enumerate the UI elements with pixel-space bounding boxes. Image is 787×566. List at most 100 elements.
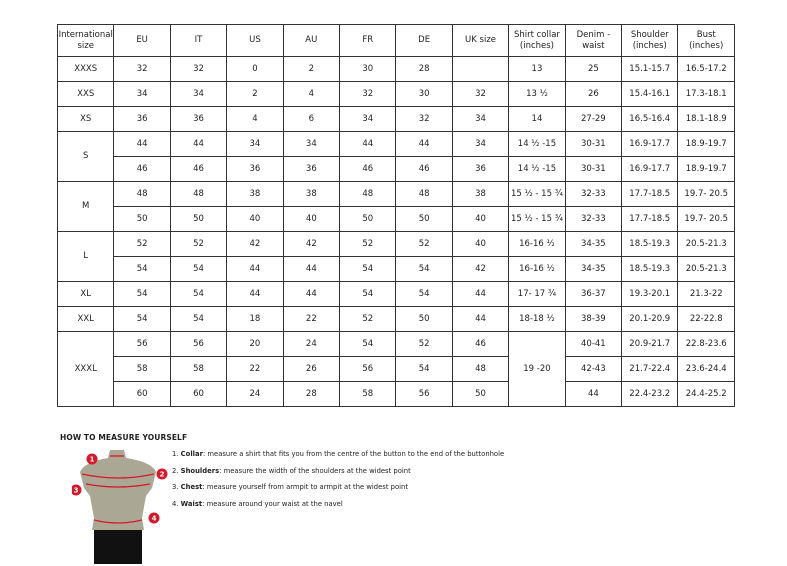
table-cell: 16-16 ½ (508, 231, 566, 257)
column-header: DE (395, 24, 453, 57)
table-cell: 15 ½ - 15 ¾ (508, 206, 566, 232)
instruction-item: 4. Waist: measure around your waist at t… (172, 500, 504, 517)
measurement-figure: 1 2 3 4 (72, 450, 168, 564)
table-cell: 44 (564, 381, 623, 407)
column-header: Denim - waist (564, 24, 623, 57)
table-row: 60 60 24 28 58 56 50 44 22.4-23.2 24.4-25.2 (58, 381, 735, 407)
table-cell: 32 (395, 106, 453, 132)
table-cell: 19.7- 20.5 (677, 206, 735, 232)
table-cell: 50 (113, 206, 171, 232)
item-text: : measure yourself from armpit to armpit… (202, 483, 408, 491)
table-cell: 13 ½ (508, 81, 566, 107)
table-cell: 18-18 ½ (508, 306, 566, 332)
table-cell: 16.5-16.4 (621, 106, 679, 132)
table-cell: 44 (282, 281, 341, 307)
table-cell: 52 (339, 306, 397, 332)
marker-label: 1 (90, 456, 95, 464)
table-cell: 44 (226, 281, 284, 307)
table-cell: 48 (339, 181, 397, 207)
table-cell: 40 (282, 206, 341, 232)
table-cell: 40-41 (564, 331, 623, 357)
table-cell: 54 (395, 281, 453, 307)
table-cell: 48 (451, 356, 510, 382)
table-cell: 34-35 (564, 256, 623, 282)
table-cell: 34 (169, 81, 228, 107)
table-cell: 16-16 ½ (508, 256, 566, 282)
table-cell: 22.4-23.2 (621, 381, 679, 407)
table-cell: 54 (169, 256, 228, 282)
collar-cell: 19 -20 (508, 331, 566, 407)
table-cell: 34 (451, 106, 510, 132)
table-row: XXL 54 54 18 22 52 50 44 18-18 ½ 38-39 20.1-20.9 22… (56, 306, 735, 332)
table-cell: 22 (226, 356, 284, 382)
table-cell: 54 (113, 281, 171, 307)
table-cell: 22-22.8 (677, 306, 735, 332)
table-cell: 18.5-19.3 (621, 256, 679, 282)
table-cell: 20.1-20.9 (621, 306, 679, 332)
measure-instructions: 1. Collar: measure a shirt that fits you… (172, 450, 504, 516)
table-cell: 17.3-18.1 (677, 81, 735, 107)
table-row: XXXS 32 32 0 2 30 28 13 25 15.1-15.7 16.5-17.2 (56, 56, 735, 82)
table-cell: 50 (395, 306, 453, 332)
table-cell: 14 ½ -15 (508, 156, 566, 182)
table-cell: 44 (282, 256, 341, 282)
table-cell: 52 (339, 231, 397, 257)
table-row: M 48 48 38 38 48 48 38 15 ½ - 15 ¾ 32-33 17.7-18.5… (56, 181, 735, 232)
table-cell: 54 (113, 256, 171, 282)
table-cell: 54 (169, 281, 228, 307)
table-cell: 44 (169, 131, 228, 157)
table-cell: 32-33 (564, 206, 623, 232)
size-cell: XXXS (56, 56, 115, 82)
table-cell: 50 (339, 206, 397, 232)
instruction-item: 1. Collar: measure a shirt that fits you… (172, 450, 504, 467)
table-cell: 18.1-18.9 (677, 106, 735, 132)
table-cell: 38 (451, 181, 510, 207)
table-cell: 30-31 (564, 156, 623, 182)
table-cell: 2 (282, 56, 341, 82)
table-cell: 46 (169, 156, 228, 182)
table-cell: 28 (282, 381, 341, 407)
table-cell: 32 (451, 81, 510, 107)
table-cell: 19.7- 20.5 (677, 181, 735, 207)
table-cell: 36 (282, 156, 341, 182)
marker-4 (148, 512, 160, 524)
table-cell: 15 ½ - 15 ¾ (508, 181, 566, 207)
item-term: Shoulders (180, 466, 220, 475)
column-header: Shoulder (inches) (621, 24, 679, 57)
table-cell: 44 (113, 131, 171, 157)
item-term: Waist (180, 499, 203, 508)
table-cell: 42 (226, 231, 284, 257)
table-row: 58 58 22 26 56 54 48 42-43 21.7-22.4 23.6-24.4 (58, 356, 735, 382)
table-cell: 2 (226, 81, 284, 107)
table-cell: 4 (226, 106, 284, 132)
table-cell: 22 (282, 306, 341, 332)
table-cell: 44 (451, 281, 510, 307)
table-cell: 46 (451, 331, 510, 357)
marker-label: 3 (74, 487, 79, 495)
table-cell: 20.9-21.7 (621, 331, 679, 357)
item-text: : measure a shirt that fits you from the… (202, 450, 505, 458)
table-cell: 46 (339, 156, 397, 182)
table-cell: 14 (508, 106, 566, 132)
table-cell: 42-43 (564, 356, 623, 382)
table-cell: 52 (395, 231, 453, 257)
table-cell: 40 (451, 206, 510, 232)
table-cell: 17- 17 ¾ (508, 281, 566, 307)
table-cell: 54 (339, 256, 397, 282)
table-cell: 15.4-16.1 (621, 81, 679, 107)
table-cell (451, 56, 510, 82)
item-number: 2. (172, 466, 179, 475)
table-cell: 54 (395, 256, 453, 282)
table-cell: 34 (339, 106, 397, 132)
header-row: International size EU IT US AU FR DE UK size Shi… (56, 24, 735, 57)
table-cell: 40 (451, 231, 510, 257)
column-header: FR (339, 24, 397, 57)
table-cell: 38 (226, 181, 284, 207)
table-row: XXS 34 34 2 4 32 30 32 13 ½ 26 15.4-16.1 17.3-18.1 (56, 81, 735, 107)
column-header: Bust (inches) (677, 24, 735, 57)
table-cell: 36-37 (564, 281, 623, 307)
table-cell: 60 (169, 381, 228, 407)
table-row: 46 46 36 36 46 46 36 14 ½ -15 30-31 16.9-17.7 18.9… (58, 156, 735, 182)
table-cell: 40 (226, 206, 284, 232)
table-cell: 17.7-18.5 (621, 181, 679, 207)
